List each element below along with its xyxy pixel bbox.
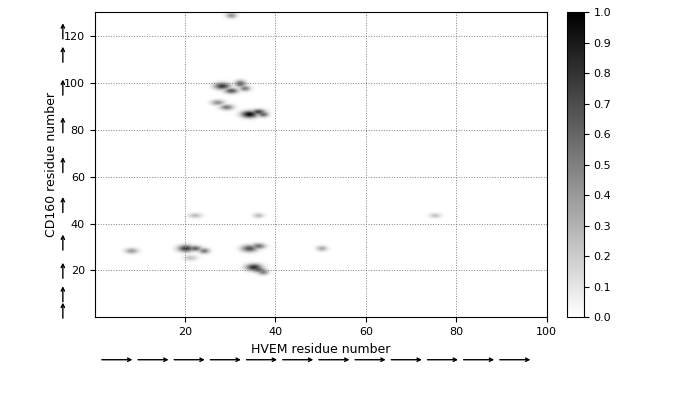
X-axis label: HVEM residue number: HVEM residue number <box>251 343 390 356</box>
Y-axis label: CD160 residue number: CD160 residue number <box>45 92 58 237</box>
